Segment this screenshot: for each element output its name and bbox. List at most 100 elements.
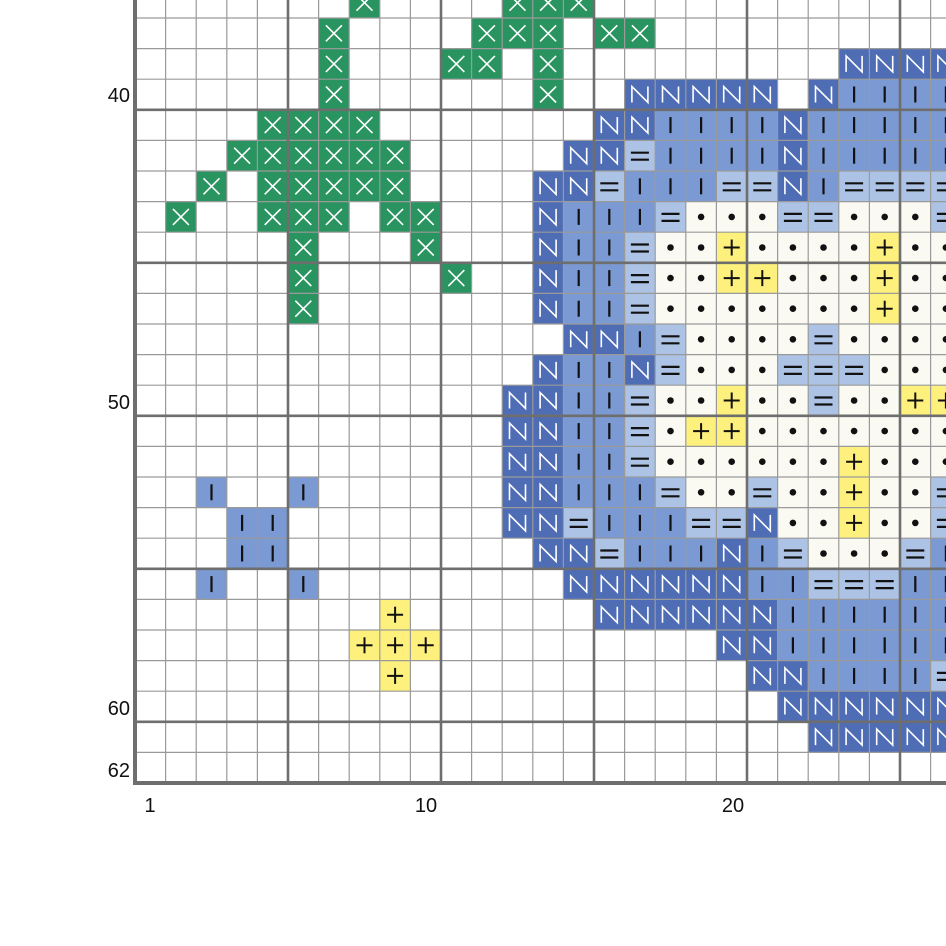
stitch-dark-blue-n-r49-c14 — [532, 354, 564, 386]
stitch-mid-blue-bar-r56-c27 — [930, 568, 946, 600]
stitch-mid-blue-bar-r59-c23 — [808, 660, 839, 692]
stitch-dark-blue-n-r59-c22 — [777, 660, 809, 692]
stitch-cream-dot-r48-c27 — [930, 324, 946, 355]
stitch-dark-blue-n-r61-c26 — [900, 721, 931, 753]
stitch-mid-blue-bar-r47-c15 — [563, 293, 594, 324]
stitch-mid-blue-bar-r53-c3 — [196, 477, 227, 508]
stitch-dark-blue-n-r48-c16 — [594, 324, 625, 355]
stitch-yellow-plus-r46-c25 — [869, 262, 900, 294]
stitch-green-cross-r38-c7 — [318, 18, 350, 49]
stitch-light-blue-equals-r54-c15 — [563, 507, 594, 539]
stitch-green-cross-r46-c6 — [288, 262, 319, 294]
stitch-dark-blue-n-r53-c13 — [502, 477, 533, 508]
stitch-cream-dot-r54-c22 — [777, 507, 809, 539]
stitch-cream-dot-r47-c24 — [838, 293, 870, 324]
stitch-cream-dot-r50-c21 — [747, 385, 778, 416]
stitch-cream-dot-r47-c21 — [747, 293, 778, 324]
stitch-mid-blue-bar-r45-c15 — [563, 232, 594, 263]
stitch-cream-dot-r49-c26 — [900, 354, 931, 386]
stitch-green-cross-r41-c7 — [318, 109, 350, 141]
stitch-dark-blue-n-r56-c15 — [563, 568, 594, 600]
stitch-cream-dot-r44-c21 — [747, 201, 778, 233]
stitch-light-blue-equals-r52-c17 — [624, 446, 656, 477]
stitch-dark-blue-n-r47-c14 — [532, 293, 564, 324]
stitch-light-blue-equals-r44-c18 — [655, 201, 686, 233]
stitch-light-blue-equals-r45-c17 — [624, 232, 656, 263]
row-label-62: 62 — [107, 760, 130, 782]
stitch-mid-blue-bar-r56-c6 — [288, 568, 319, 600]
stitch-dark-blue-n-r40-c20 — [716, 79, 747, 110]
stitch-mid-blue-bar-r52-c15 — [563, 446, 594, 477]
stitch-yellow-plus-r59-c9 — [379, 660, 411, 692]
stitch-light-blue-equals-r50-c23 — [808, 385, 839, 416]
stitch-mid-blue-bar-r53-c17 — [624, 477, 656, 508]
stitch-mid-blue-bar-r44-c16 — [594, 201, 625, 233]
stitch-mid-blue-bar-r40-c26 — [900, 79, 931, 110]
stitch-mid-blue-bar-r41-c24 — [838, 109, 870, 141]
stitch-dark-blue-n-r55-c15 — [563, 538, 594, 569]
stitch-light-blue-equals-r56-c24 — [838, 568, 870, 600]
stitch-mid-blue-bar-r40-c27 — [930, 79, 946, 110]
stitch-dark-blue-n-r51-c13 — [502, 415, 533, 447]
stitch-mid-blue-bar-r43-c17 — [624, 171, 656, 202]
stitch-mid-blue-bar-r57-c25 — [869, 599, 900, 630]
stitch-mid-blue-bar-r42-c20 — [716, 140, 747, 171]
stitch-dark-blue-n-r56-c18 — [655, 568, 686, 600]
stitch-dark-blue-n-r61-c27 — [930, 721, 946, 753]
stitch-cream-dot-r46-c18 — [655, 262, 686, 294]
stitch-dark-blue-n-r51-c14 — [532, 415, 564, 447]
stitch-dark-blue-n-r41-c16 — [594, 109, 625, 141]
stitch-mid-blue-bar-r53-c16 — [594, 477, 625, 508]
stitch-mid-blue-bar-r53-c6 — [288, 477, 319, 508]
stitch-mid-blue-bar-r54-c16 — [594, 507, 625, 539]
stitch-light-blue-equals-r55-c26 — [900, 538, 931, 569]
stitch-cream-dot-r44-c20 — [716, 201, 747, 233]
stitch-dark-blue-n-r61-c23 — [808, 721, 839, 753]
stitch-green-cross-r41-c5 — [257, 109, 288, 141]
stitch-green-cross-r43-c9 — [379, 171, 411, 202]
stitch-cream-dot-r47-c20 — [716, 293, 747, 324]
stitch-yellow-plus-r57-c9 — [379, 599, 411, 630]
stitch-cream-dot-r55-c25 — [869, 538, 900, 569]
stitch-cream-dot-r45-c27 — [930, 232, 946, 263]
stitch-dark-blue-n-r43-c22 — [777, 171, 809, 202]
col-label-10: 10 — [414, 795, 438, 817]
stitch-mid-blue-bar-r55-c19 — [685, 538, 717, 569]
stitch-cream-dot-r44-c19 — [685, 201, 717, 233]
stitch-cream-dot-r54-c26 — [900, 507, 931, 539]
stitch-green-cross-r42-c5 — [257, 140, 288, 171]
stitch-green-cross-r42-c7 — [318, 140, 350, 171]
stitch-green-cross-r44-c6 — [288, 201, 319, 233]
stitch-yellow-plus-r50-c27 — [930, 385, 946, 416]
stitch-mid-blue-bar-r40-c24 — [838, 79, 870, 110]
stitch-yellow-plus-r46-c20 — [716, 262, 747, 294]
stitch-dark-blue-n-r58-c20 — [716, 630, 747, 661]
stitch-dark-blue-n-r41-c17 — [624, 109, 656, 141]
stitch-yellow-plus-r45-c25 — [869, 232, 900, 263]
stitch-mid-blue-bar-r42-c18 — [655, 140, 686, 171]
stitch-green-cross-r46-c11 — [441, 262, 472, 294]
stitch-mid-blue-bar-r41-c23 — [808, 109, 839, 141]
stitch-cream-dot-r51-c22 — [777, 415, 809, 447]
stitch-cream-dot-r45-c26 — [900, 232, 931, 263]
stitch-cream-dot-r49-c25 — [869, 354, 900, 386]
stitch-dark-blue-n-r57-c20 — [716, 599, 747, 630]
stitch-light-blue-equals-r55-c16 — [594, 538, 625, 569]
stitch-dark-blue-n-r39-c25 — [869, 48, 900, 80]
stitch-cream-dot-r50-c19 — [685, 385, 717, 416]
stitch-cream-dot-r54-c23 — [808, 507, 839, 539]
stitch-light-blue-equals-r48-c18 — [655, 324, 686, 355]
stitch-cream-dot-r49-c27 — [930, 354, 946, 386]
stitch-cream-dot-r50-c24 — [838, 385, 870, 416]
stitch-green-cross-r39-c11 — [441, 48, 472, 80]
stitch-mid-blue-bar-r51-c15 — [563, 415, 594, 447]
stitch-light-blue-equals-r49-c22 — [777, 354, 809, 386]
stitch-mid-blue-bar-r54-c5 — [257, 507, 288, 539]
stitch-mid-blue-bar-r46-c15 — [563, 262, 594, 294]
stitch-green-cross-r41-c8 — [349, 109, 380, 141]
stitch-dark-blue-n-r61-c24 — [838, 721, 870, 753]
stitch-yellow-plus-r54-c24 — [838, 507, 870, 539]
stitch-cream-dot-r46-c27 — [930, 262, 946, 294]
stitch-dark-blue-n-r57-c19 — [685, 599, 717, 630]
